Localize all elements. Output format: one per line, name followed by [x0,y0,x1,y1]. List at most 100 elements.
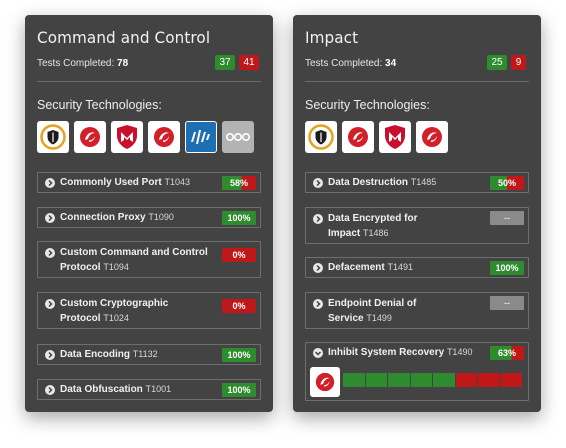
technique-label-line2: Protocol [60,313,101,324]
technique-label: Defacement [328,262,385,273]
technique-item[interactable]: Data Destruction T1485 50% [305,172,529,193]
card-title: Impact [305,28,359,47]
technique-id: T1132 [132,349,158,359]
technique-item[interactable]: Connection Proxy T1090 100% [37,207,261,228]
technique-item[interactable]: Data Obfuscation T1001 100% [37,379,261,400]
card-title: Command and Control [37,28,211,47]
technique-label: Data Obfuscation [60,384,143,395]
chevron-right-icon[interactable] [313,263,323,273]
technique-id: T1001 [145,384,172,394]
tests-completed: Tests Completed: 34 [305,58,396,69]
swirl-logo-icon[interactable] [310,367,340,397]
result-badge: 63% [490,346,524,360]
security-technology-logos [37,121,254,153]
swirl-logo-icon[interactable] [416,121,448,153]
technique-label-line2: Protocol [60,262,101,273]
technique-label-line1: Endpoint Denial of [328,298,417,309]
chevron-right-icon[interactable] [313,214,323,224]
divider [37,81,261,82]
technique-name: Custom Cryptographic Protocol T1024 [60,296,168,326]
swirl-logo-icon[interactable] [148,121,180,153]
shield-logo-icon[interactable] [305,121,337,153]
technique-label: Data Encoding [60,349,131,360]
command-and-control-card: Command and Control Tests Completed: 78 … [25,15,273,412]
chevron-right-icon[interactable] [313,299,323,309]
passed-count: 37 [215,55,235,70]
chevron-right-icon[interactable] [313,178,323,188]
pass-segment [433,373,455,387]
pass-segment [410,373,432,387]
failed-count: 9 [511,55,526,70]
chevron-right-icon[interactable] [45,350,55,360]
technique-name: Custom Command and Control Protocol T109… [60,245,208,275]
tests-completed-label: Tests Completed: [37,58,115,69]
swirl-logo-icon[interactable] [342,121,374,153]
technique-item[interactable]: Commonly Used Port T1043 58% [37,172,261,193]
technique-id: T1485 [410,177,437,187]
technique-item[interactable]: Data Encrypted for Impact T1486 -- [305,207,529,244]
technique-item-expanded[interactable]: Inhibit System Recovery T1490 63% [305,342,529,401]
technique-id: T1043 [164,177,190,187]
technique-item[interactable]: Data Encoding T1132 100% [37,344,261,365]
pass-segment [343,373,365,387]
chevron-right-icon[interactable] [45,248,55,258]
result-badge: 100% [222,348,256,362]
chevron-down-icon[interactable] [313,348,323,358]
mcafee-logo-icon[interactable] [379,121,411,153]
technique-label-line1: Data Encrypted for [328,213,418,224]
technique-id: T1024 [103,313,129,323]
mcafee-logo-icon[interactable] [111,121,143,153]
technique-name: Data Encrypted for Impact T1486 [328,211,417,241]
paloalto-logo-icon[interactable] [185,121,217,153]
pass-segment [365,373,387,387]
result-counts: 25 9 [487,55,526,70]
technique-id: T1490 [446,347,473,357]
technique-label: Data Destruction [328,177,409,188]
technique-name: Inhibit System Recovery T1490 [328,345,472,360]
security-technologies-label: Security Technologies: [37,98,162,112]
fail-segment [500,373,522,387]
technique-name: Data Obfuscation T1001 [60,382,171,397]
tests-completed: Tests Completed: 78 [37,58,128,69]
chevron-right-icon[interactable] [45,213,55,223]
chevron-right-icon[interactable] [45,299,55,309]
result-counts: 37 41 [215,55,259,70]
technique-name: Commonly Used Port T1043 [60,175,190,190]
technique-name: Connection Proxy T1090 [60,210,174,225]
result-badge: 100% [222,383,256,397]
result-badge: 100% [222,211,256,225]
result-badge: 0% [222,248,256,262]
fail-segment [478,373,500,387]
technique-name: Defacement T1491 [328,260,413,275]
technique-label: Inhibit System Recovery [328,347,445,358]
result-badge: -- [490,211,524,225]
technique-item[interactable]: Custom Command and Control Protocol T109… [37,241,261,278]
technique-label: Commonly Used Port [60,177,162,188]
result-badge: 0% [222,299,256,313]
technique-id: T1499 [366,313,392,323]
technique-id: T1094 [103,262,129,272]
technique-item[interactable]: Custom Cryptographic Protocol T1024 0% [37,292,261,329]
shield-logo-icon[interactable] [37,121,69,153]
swirl-logo-icon[interactable] [74,121,106,153]
technique-id: T1090 [148,212,174,222]
result-badge: 50% [490,176,524,190]
impact-card: Impact Tests Completed: 34 25 9 Security… [293,15,541,412]
passed-count: 25 [487,55,507,70]
technique-label-line1: Custom Command and Control [60,247,208,258]
technique-id: T1486 [363,228,389,238]
tests-completed-value: 34 [385,58,397,69]
tests-completed-value: 78 [117,58,129,69]
test-result-segments [343,373,522,387]
chevron-right-icon[interactable] [45,385,55,395]
failed-count: 41 [239,55,259,70]
more-icon[interactable] [222,121,254,153]
technique-label-line2: Service [328,313,364,324]
technique-label-line2: Impact [328,228,361,239]
technique-label: Connection Proxy [60,212,146,223]
technique-item[interactable]: Endpoint Denial of Service T1499 -- [305,292,529,329]
chevron-right-icon[interactable] [45,178,55,188]
technique-item[interactable]: Defacement T1491 100% [305,257,529,278]
technique-label-line1: Custom Cryptographic [60,298,169,309]
tests-completed-label: Tests Completed: [305,58,383,69]
